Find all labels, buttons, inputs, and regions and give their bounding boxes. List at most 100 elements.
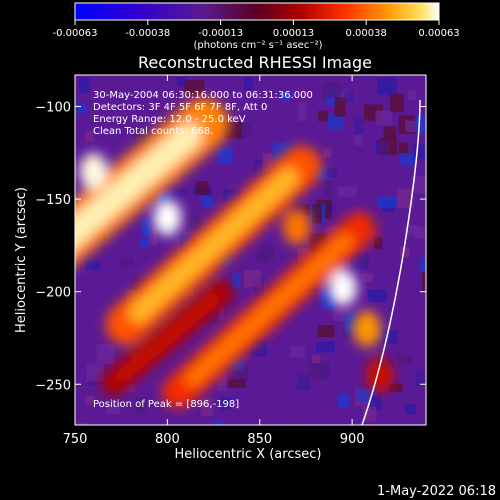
noise-cell (353, 117, 364, 136)
emission-blob (365, 357, 394, 393)
noise-cell (296, 374, 311, 390)
noise-cell (130, 277, 147, 290)
plot-frame (74, 74, 427, 426)
noise-cell (397, 355, 414, 365)
noise-cell (362, 272, 373, 282)
noise-cell (84, 130, 95, 142)
y-tick-label: −250 (35, 378, 71, 393)
noise-cell (405, 404, 416, 415)
noise-cell (86, 364, 104, 382)
noise-cell (323, 148, 332, 158)
colorbar: -0.00063 -0.00038 -0.00013 0.00013 0.00038 0.… (53, 2, 460, 51)
noise-cell (407, 90, 417, 100)
noise-cell (217, 371, 227, 392)
emission-blob (352, 310, 381, 347)
noise-cell (79, 77, 90, 94)
emission-features (75, 98, 394, 409)
noise-cell (106, 404, 121, 414)
colorbar-tick-label: 0.00013 (273, 28, 314, 39)
noise-cell (171, 188, 186, 197)
noise-cell (289, 422, 302, 425)
solar-limb-line (361, 99, 421, 425)
noise-cell (148, 227, 157, 245)
noise-cell (87, 377, 97, 387)
noise-cell (211, 420, 225, 425)
emission-band-core (114, 292, 220, 384)
y-tick-label: −150 (35, 193, 71, 208)
noise-cell (334, 90, 352, 102)
noise-cell (243, 77, 253, 91)
y-axis: −100 −150 −200 −250 (35, 100, 426, 393)
noise-cell (76, 422, 90, 425)
noise-cell (378, 140, 390, 156)
noise-cell (75, 102, 87, 114)
noise-cell (415, 371, 426, 387)
x-axis: 750 800 850 900 (63, 75, 365, 447)
noise-cell (231, 273, 241, 289)
noise-cell (243, 270, 262, 288)
noise-cell (412, 175, 426, 194)
noise-cell (217, 147, 233, 165)
noise-cell (390, 94, 404, 113)
colorbar-tick-label: -0.00038 (125, 28, 170, 39)
y-tick-label: −200 (35, 286, 71, 301)
colorbar-tick-label: 0.00063 (418, 28, 459, 39)
noise-cell (186, 214, 201, 231)
colorbar-tick-label: 0.00038 (346, 28, 387, 39)
noise-cell (399, 246, 410, 258)
annotation-peak-position: Position of Peak = [896,-198] (93, 399, 239, 410)
noise-cell (327, 113, 344, 130)
colorbar-gradient (74, 2, 440, 21)
footer-date: 1-May-2022 06:18 (377, 484, 496, 499)
noise-cell (354, 134, 363, 146)
colorbar-ticks: -0.00063 -0.00038 -0.00013 0.00013 0.00038 0.… (53, 20, 460, 39)
annotation-time-range: 30-May-2004 06:30:16.000 to 06:31:36.000 (93, 90, 313, 101)
noise-cell (338, 186, 357, 197)
emission-band-core (128, 167, 299, 323)
noise-cell (279, 92, 291, 101)
noise-cell (377, 77, 397, 95)
noise-cell (399, 152, 417, 167)
noise-cell (308, 359, 328, 379)
x-axis-label: Heliocentric X (arcsec) (175, 447, 322, 462)
noise-cell (259, 245, 275, 261)
noise-cell (344, 91, 354, 102)
noise-cell (338, 394, 350, 408)
x-tick-label: 850 (247, 432, 272, 447)
noise-cell (219, 397, 232, 410)
annotation-energy-range: Energy Range: 12.0 - 25.0 keV (93, 114, 246, 125)
noise-cell (93, 424, 112, 425)
noise-cell (231, 366, 248, 382)
noise-cell (388, 383, 403, 392)
noise-cell (398, 142, 409, 157)
noise-cell (122, 384, 136, 393)
noise-cell (252, 159, 266, 178)
noise-cell (415, 227, 426, 239)
emission-blob (282, 208, 311, 245)
noise-cell (334, 97, 346, 117)
noise-cell (140, 218, 152, 238)
noise-cell (317, 325, 335, 338)
noise-cell (293, 195, 303, 215)
noise-cell (367, 289, 387, 303)
noise-cell (318, 110, 329, 122)
annotation-detectors: Detectors: 3F 4F 5F 6F 7F 8F, Att 0 (93, 102, 267, 113)
annotation-clean: Clean Total counts: 668. (93, 126, 213, 137)
noise-cell (397, 188, 414, 209)
emission-band-core (75, 122, 202, 294)
colorbar-tick-label: -0.00063 (53, 28, 98, 39)
noise-cell (120, 257, 135, 266)
noise-cell (290, 346, 306, 358)
noise-cell (350, 252, 369, 269)
noise-cell (85, 260, 101, 271)
noise-cell (316, 341, 335, 353)
noise-cell (420, 258, 426, 273)
noise-cell (176, 76, 186, 87)
noise-cell (342, 328, 351, 340)
noise-cell (374, 236, 383, 249)
y-tick-label: −100 (35, 100, 71, 115)
colorbar-unit-label: (photons cm⁻² s⁻¹ asec⁻²) (193, 40, 322, 51)
x-tick-label: 750 (63, 432, 88, 447)
annotation-block: 30-May-2004 06:30:16.000 to 06:31:36.000… (93, 90, 313, 410)
